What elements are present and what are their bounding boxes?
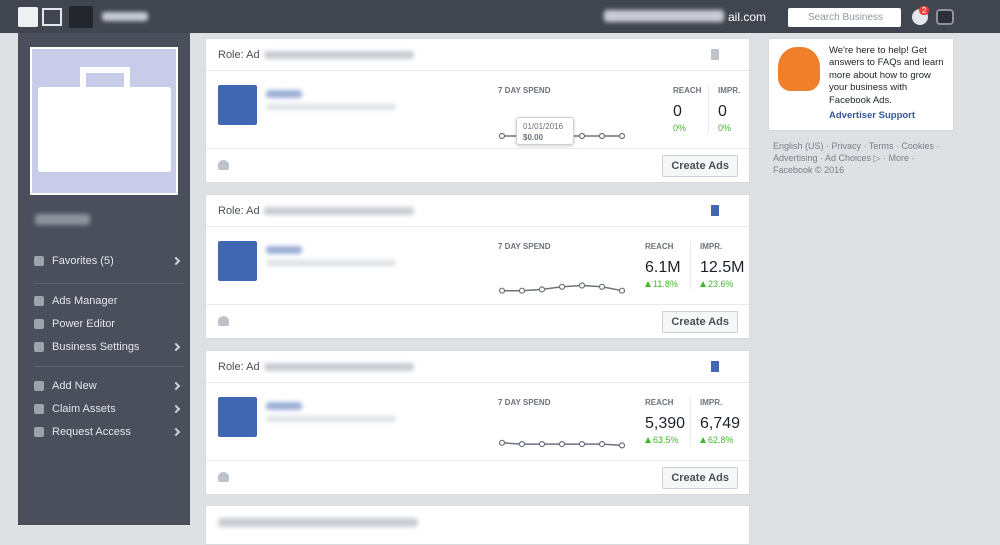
sidebar-label: Ads Manager <box>52 295 118 307</box>
impr-label: IMPR. <box>700 398 723 407</box>
sidebar-item[interactable]: Power Editor <box>34 318 179 330</box>
divider <box>34 366 184 367</box>
bookmark[interactable] <box>711 205 719 216</box>
sidebar-label: Claim Assets <box>52 403 116 415</box>
reach-label: REACH <box>673 86 702 95</box>
pin-icon <box>218 472 229 482</box>
bookmark[interactable] <box>711 361 719 372</box>
card-footer: Create Ads <box>206 460 749 494</box>
top-bar: ail.com Search Business 2 <box>0 0 1000 33</box>
fb-logo[interactable] <box>18 7 38 27</box>
reach-value: 5,390 <box>645 415 686 432</box>
account-card: Role: Ad 7 DAY SPEND REACH IMPR. 6.1M 12.5M 11… <box>205 194 750 339</box>
menu-button[interactable] <box>69 6 93 28</box>
blurred <box>264 207 414 215</box>
support-link[interactable]: Advertiser Support <box>829 110 916 121</box>
role: Role: Ad <box>218 49 260 61</box>
impr-label: IMPR. <box>700 242 723 251</box>
reach-label: REACH <box>645 398 674 407</box>
sidebar-item[interactable]: Request Access <box>34 426 181 438</box>
sidebar-item[interactable]: Claim Assets <box>34 403 181 415</box>
tooltip-amount: $0.00 <box>523 133 544 142</box>
reach-value: 0 <box>673 103 682 120</box>
blurred <box>266 416 396 422</box>
account-icon <box>218 85 257 125</box>
account-icon <box>218 397 257 437</box>
impr-change: 23.6% <box>700 279 734 289</box>
spend-label: 7 DAY SPEND <box>498 398 551 407</box>
divider <box>690 397 691 445</box>
sidebar-label: Request Access <box>52 426 131 438</box>
sidebar-label: Power Editor <box>52 318 115 330</box>
help-text: We're here to help! Get answers to FAQs … <box>829 45 944 106</box>
impr-value: 0 <box>718 103 727 120</box>
blurred <box>264 363 414 371</box>
sidebar-label: Business Settings <box>52 341 140 353</box>
blurred <box>266 402 302 410</box>
sidebar-item[interactable]: Ads Manager <box>34 295 179 307</box>
email[interactable]: ail.com <box>728 10 767 24</box>
spend-label: 7 DAY SPEND <box>498 242 551 251</box>
sidebar-item[interactable]: Add New <box>34 380 181 392</box>
blurred <box>266 104 396 110</box>
card-footer: Create Ads <box>206 304 749 338</box>
account-icon <box>218 241 257 281</box>
card-footer: Create Ads <box>206 148 749 182</box>
account-card-partial <box>205 505 750 545</box>
spend-label: 7 DAY SPEND <box>498 86 551 95</box>
page: ail.com Search Business 2 Favorites (5) A… <box>0 0 1000 525</box>
impr-change: 0% <box>718 123 732 133</box>
pin-icon <box>218 160 229 170</box>
impr-value: 12.5M <box>700 259 745 276</box>
role: Role: Ad <box>218 361 260 373</box>
blurred <box>266 260 396 266</box>
pin-icon <box>218 316 229 326</box>
divider <box>708 85 709 133</box>
account-card: Role: Ad 7 DAY SPEND REACH IMPR. 5,390 6,749 6… <box>205 350 750 495</box>
sparkline <box>498 282 626 294</box>
reach-change: 11.8% <box>645 279 678 289</box>
help-icon[interactable] <box>936 9 954 25</box>
sidebar-label: Add New <box>52 380 97 392</box>
impr-label: IMPR. <box>718 86 741 95</box>
sidebar-label: Favorites (5) <box>52 255 114 267</box>
sparkline <box>498 439 626 449</box>
card-header: Role: Ad <box>206 351 749 383</box>
reach-label: REACH <box>645 242 674 251</box>
blurred <box>266 90 302 98</box>
create-ads-button[interactable]: Create Ads <box>662 311 738 333</box>
create-ads-button[interactable]: Create Ads <box>662 155 738 177</box>
notification-count: 2 <box>919 6 930 15</box>
create-ads-button[interactable]: Create Ads <box>662 467 738 489</box>
sidebar-item[interactable]: Favorites (5) <box>34 255 181 267</box>
card-header: Role: Ad <box>206 195 749 227</box>
divider <box>690 241 691 289</box>
blurred <box>266 246 302 254</box>
blurred <box>264 51 414 59</box>
card-header: Role: Ad <box>206 39 749 71</box>
bookmark[interactable] <box>711 49 719 60</box>
tooltip-date: 01/01/2016 <box>523 122 564 131</box>
sidebar-item[interactable]: Business Settings <box>34 341 181 353</box>
account-card: Role: Ad 7 DAY SPEND 01/01/2016 $0.00 REACH I… <box>205 38 750 183</box>
help-panel: We're here to help! Get answers to FAQs … <box>768 38 954 131</box>
footer: English (US) · Privacy · Terms · Cookies… <box>773 141 940 175</box>
search-box[interactable]: Search Business <box>788 8 901 27</box>
divider <box>34 283 184 284</box>
impr-change: 62.8% <box>700 435 734 445</box>
tooltip: 01/01/2016 $0.00 <box>516 117 574 145</box>
role: Role: Ad <box>218 205 260 217</box>
sidebar: Favorites (5) Ads Manager Power Editor Busi… <box>18 33 190 525</box>
reach-value: 6.1M <box>645 259 681 276</box>
owl-icon <box>778 47 820 91</box>
reach-change: 63.5% <box>645 435 679 445</box>
pages-icon[interactable] <box>42 8 62 26</box>
impr-value: 6,749 <box>700 415 741 432</box>
business-photo <box>30 47 178 195</box>
reach-change: 0% <box>673 123 687 133</box>
